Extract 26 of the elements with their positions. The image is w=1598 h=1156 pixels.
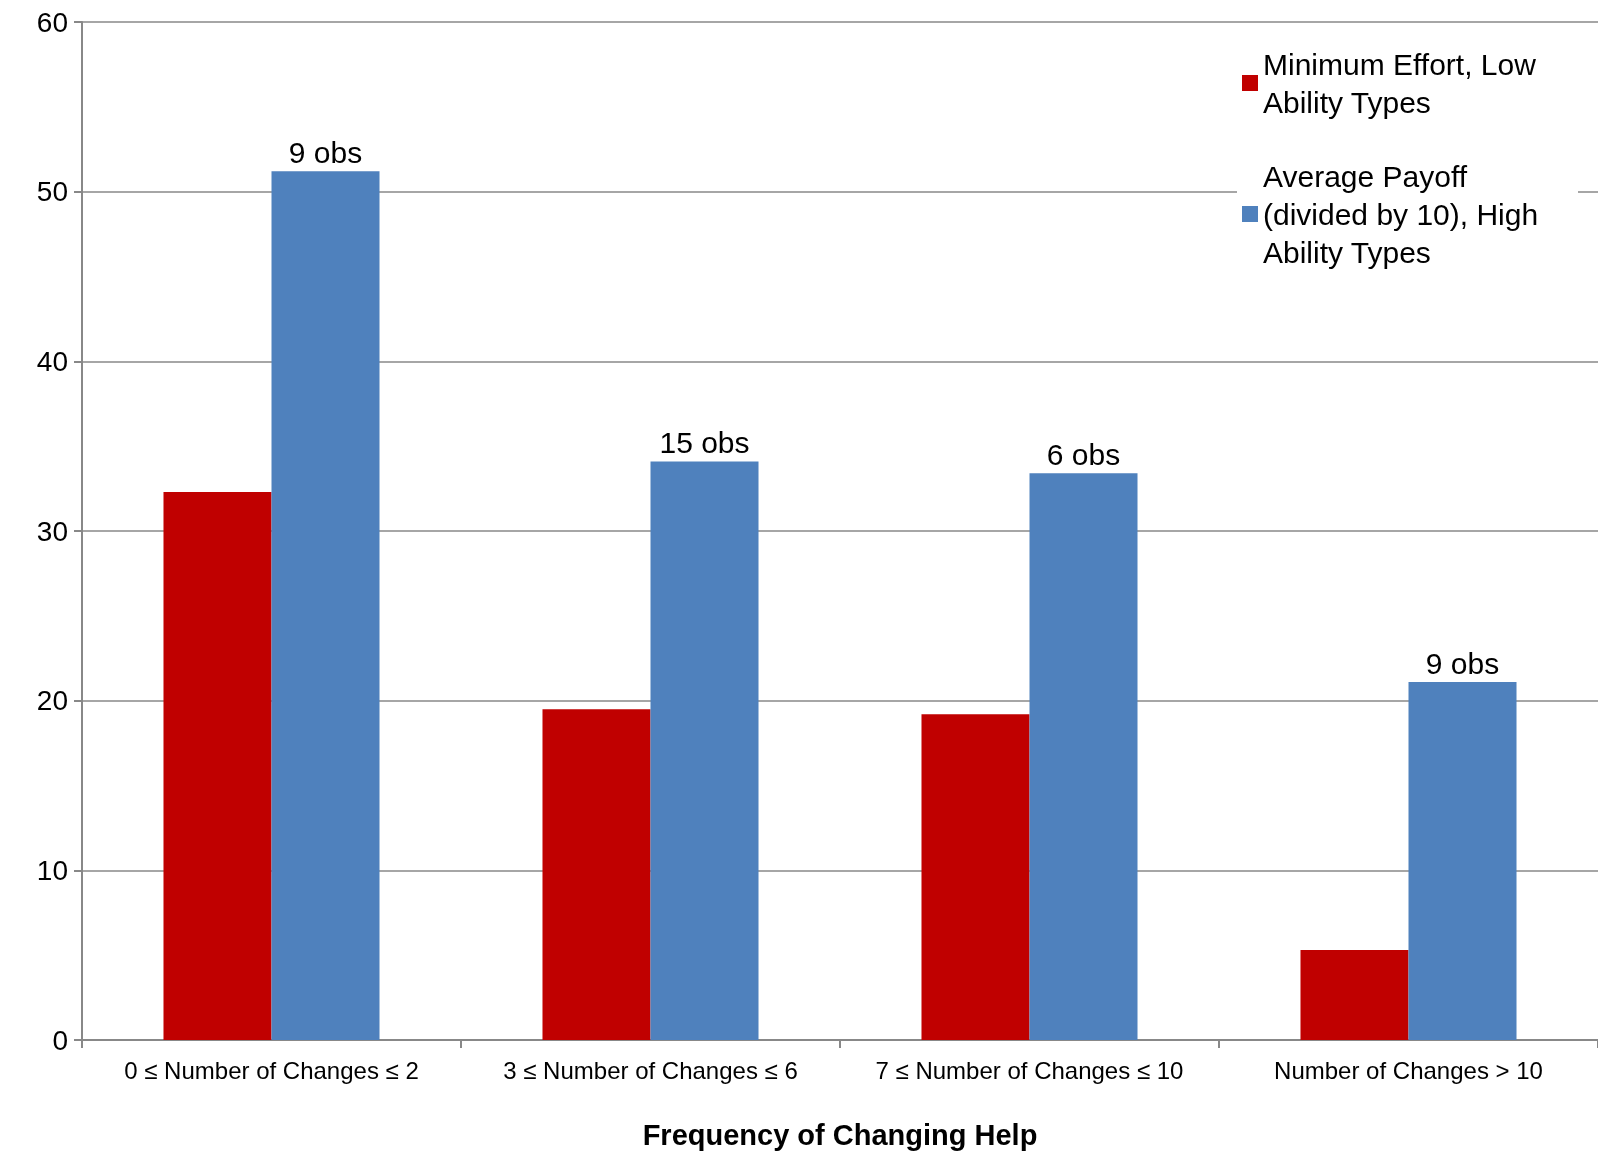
x-axis-title: Frequency of Changing Help	[642, 1118, 1038, 1151]
y-tick-label: 50	[36, 176, 68, 208]
y-tick-label: 60	[36, 6, 68, 38]
bar	[1300, 950, 1409, 1040]
bar	[1029, 473, 1138, 1040]
annotation: 6 obs	[1046, 437, 1121, 471]
bar	[542, 709, 651, 1040]
bar	[271, 171, 380, 1040]
bar	[163, 491, 272, 1040]
x-tick-label: 3 ≤ Number of Changes ≤ 6	[503, 1056, 798, 1084]
bar	[1408, 682, 1517, 1040]
y-tick-label: 10	[36, 854, 68, 886]
bar	[921, 714, 1030, 1040]
y-tick-label: 40	[36, 345, 68, 377]
annotation: 9 obs	[288, 135, 363, 169]
annotation: 15 obs	[659, 425, 750, 459]
y-tick-label: 20	[36, 685, 68, 717]
legend-label: Minimum Effort, Low Ability Types	[1263, 47, 1545, 119]
annotation: 9 obs	[1425, 646, 1500, 680]
legend-label: Average Payoff (divided by 10), High Ability Types	[1263, 159, 1547, 269]
bar	[650, 461, 759, 1040]
y-tick-label: 30	[36, 515, 68, 547]
x-tick-label: 0 ≤ Number of Changes ≤ 2	[124, 1056, 419, 1084]
y-tick-label: 0	[52, 1024, 68, 1056]
x-tick-label: 7 ≤ Number of Changes ≤ 10	[875, 1056, 1184, 1084]
x-tick-label: Number of Changes > 10	[1274, 1056, 1543, 1084]
